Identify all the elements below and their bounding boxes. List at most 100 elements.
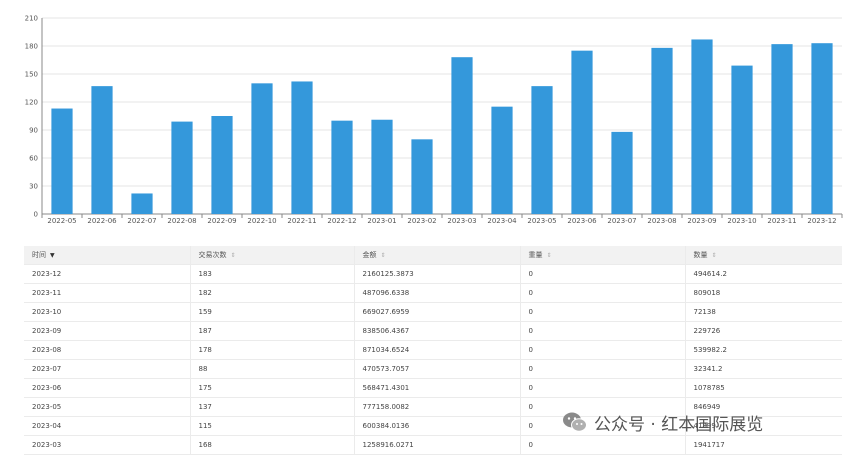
table-cell: 115 xyxy=(190,416,355,436)
table-cell: 0 xyxy=(520,321,686,341)
table-cell: 0 xyxy=(520,378,686,398)
x-tick-label: 2023-01 xyxy=(367,217,396,225)
x-tick-label: 2022-09 xyxy=(207,217,236,225)
watermark: 公众号 · 红本国际展览 xyxy=(562,409,763,435)
table-cell: 137 xyxy=(190,397,355,417)
y-tick-label: 90 xyxy=(29,127,38,135)
table-cell: 159 xyxy=(190,302,355,322)
table-cell: 0 xyxy=(520,435,686,455)
x-tick-label: 2023-05 xyxy=(527,217,556,225)
bar xyxy=(171,121,193,214)
table-cell: 0 xyxy=(520,340,686,360)
table-cell: 2023-04 xyxy=(24,416,191,436)
bar xyxy=(491,106,513,214)
table-row: 2023-05 137 777158.0082 0 846949 xyxy=(24,397,842,417)
watermark-text: 公众号 · 红本国际展览 xyxy=(594,414,764,435)
table-cell: 182 xyxy=(190,283,355,303)
data-table: 时间 ▼ 交易次数 ⇕ 金额 ⇕ 重量 ⇕ 数量 ⇕ 2023-12 183 2160125.3873… xyxy=(24,246,842,455)
x-tick-label: 2023-07 xyxy=(607,217,636,225)
x-tick-label: 2022-12 xyxy=(327,217,356,225)
sort-icon[interactable]: ⇕ xyxy=(711,252,717,259)
x-tick-label: 2022-06 xyxy=(87,217,117,225)
column-header[interactable]: 数量 ⇕ xyxy=(685,246,842,265)
sort-icon[interactable]: ⇕ xyxy=(380,252,386,259)
table-cell: 0 xyxy=(520,302,686,322)
table-cell: 871034.6524 xyxy=(354,340,521,360)
table-cell: 183 xyxy=(190,264,355,284)
table-cell: 168 xyxy=(190,435,355,455)
y-tick-label: 60 xyxy=(29,155,38,163)
bar xyxy=(611,131,633,214)
table-cell: 2023-06 xyxy=(24,378,191,398)
bar xyxy=(771,44,793,215)
table-cell: 470573.7057 xyxy=(354,359,521,379)
table-cell: 229726 xyxy=(685,321,842,341)
bar xyxy=(331,120,353,214)
table-cell: 72138 xyxy=(685,302,842,322)
x-tick-label: 2022-10 xyxy=(247,217,276,225)
bar xyxy=(731,65,753,214)
table-cell: 41899 xyxy=(685,416,842,436)
table-cell: 0 xyxy=(520,359,686,379)
bar xyxy=(291,81,313,214)
bar xyxy=(691,39,713,214)
x-tick-label: 2023-06 xyxy=(567,217,597,225)
table-header-row: 时间 ▼ 交易次数 ⇕ 金额 ⇕ 重量 ⇕ 数量 ⇕ xyxy=(24,246,842,265)
table-cell: 2160125.3873 xyxy=(354,264,521,284)
column-header[interactable]: 时间 ▼ xyxy=(24,246,191,265)
table-cell: 2023-03 xyxy=(24,435,191,455)
y-tick-label: 30 xyxy=(29,183,38,191)
x-tick-label: 2023-08 xyxy=(647,217,676,225)
sort-icon[interactable]: ⇕ xyxy=(230,252,236,259)
table-cell: 88 xyxy=(190,359,355,379)
table-cell: 0 xyxy=(520,416,686,436)
y-tick-label: 210 xyxy=(25,15,38,23)
table-cell: 187 xyxy=(190,321,355,341)
y-tick-label: 0 xyxy=(34,211,38,219)
bar xyxy=(811,43,833,215)
bar xyxy=(131,193,153,214)
table-row: 2023-10 159 669027.6959 0 72138 xyxy=(24,302,842,322)
sort-desc-icon[interactable]: ▼ xyxy=(50,252,55,259)
data-table-container: 时间 ▼ 交易次数 ⇕ 金额 ⇕ 重量 ⇕ 数量 ⇕ 2023-12 183 2160125.3873… xyxy=(24,246,842,457)
bar xyxy=(451,57,473,215)
table-row: 2023-08 178 871034.6524 0 539982.2 xyxy=(24,340,842,360)
table-cell: 809018 xyxy=(685,283,842,303)
table-cell: 2023-10 xyxy=(24,302,191,322)
table-cell: 838506.4367 xyxy=(354,321,521,341)
table-row: 2023-09 187 838506.4367 0 229726 xyxy=(24,321,842,341)
bar xyxy=(211,116,233,214)
table-cell: 600384.0136 xyxy=(354,416,521,436)
table-cell: 539982.2 xyxy=(685,340,842,360)
x-tick-label: 2022-05 xyxy=(47,217,76,225)
table-cell: 2023-05 xyxy=(24,397,191,417)
table-cell: 0 xyxy=(520,264,686,284)
column-header-label: 时间 xyxy=(32,251,46,259)
table-cell: 32341.2 xyxy=(685,359,842,379)
column-header-label: 交易次数 xyxy=(198,251,227,259)
y-tick-label: 120 xyxy=(25,99,38,107)
table-cell: 669027.6959 xyxy=(354,302,521,322)
column-header[interactable]: 交易次数 ⇕ xyxy=(190,246,355,265)
x-tick-label: 2023-10 xyxy=(727,217,756,225)
column-header-label: 金额 xyxy=(362,251,377,259)
table-cell: 777158.0082 xyxy=(354,397,521,417)
table-row: 2023-06 175 568471.4301 0 1078785 xyxy=(24,378,842,398)
bar xyxy=(651,47,673,214)
column-header[interactable]: 金额 ⇕ xyxy=(354,246,521,265)
table-row: 2023-12 183 2160125.3873 0 494614.2 xyxy=(24,264,842,284)
column-header[interactable]: 重量 ⇕ xyxy=(520,246,686,265)
table-cell: 175 xyxy=(190,378,355,398)
table-cell: 2023-09 xyxy=(24,321,191,341)
table-cell: 2023-08 xyxy=(24,340,191,360)
bar xyxy=(91,86,113,214)
x-tick-label: 2023-11 xyxy=(767,217,796,225)
x-tick-label: 2023-02 xyxy=(407,217,436,225)
sort-icon[interactable]: ⇕ xyxy=(546,252,552,259)
table-cell: 178 xyxy=(190,340,355,360)
table-cell: 0 xyxy=(520,397,686,417)
table-row: 2023-07 88 470573.7057 0 32341.2 xyxy=(24,359,842,379)
x-tick-label: 2023-12 xyxy=(807,217,836,225)
table-body: 2023-12 183 2160125.3873 0 494614.2 2023-11 18… xyxy=(24,264,842,455)
bar xyxy=(371,119,393,214)
